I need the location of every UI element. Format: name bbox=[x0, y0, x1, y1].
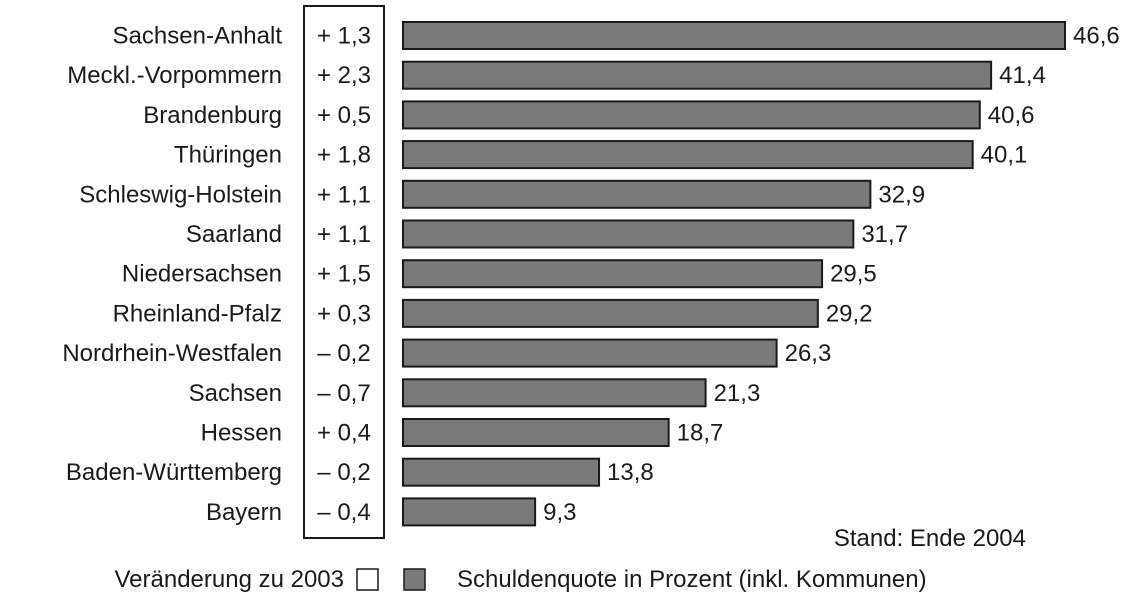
bar-baden-w-rttemberg bbox=[402, 457, 601, 487]
data-label-hessen: 18,7 bbox=[677, 420, 724, 447]
change-value-hessen: + 0,4 bbox=[317, 420, 371, 447]
data-label-sachsen-anhalt: 46,6 bbox=[1073, 23, 1120, 50]
legend-debt-label: Schuldenquote in Prozent (inkl. Kommunen… bbox=[457, 566, 927, 593]
category-label-rheinland-pfalz: Rheinland-Pfalz bbox=[113, 300, 282, 327]
category-label-sachsen-anhalt: Sachsen-Anhalt bbox=[113, 23, 283, 50]
bar-niedersachsen bbox=[402, 259, 824, 289]
data-label-bayern: 9,3 bbox=[543, 499, 576, 526]
category-label-baden-w-rttemberg: Baden-Württemberg bbox=[66, 459, 282, 486]
category-label-bayern: Bayern bbox=[206, 499, 282, 526]
change-value-bayern: – 0,4 bbox=[317, 499, 370, 526]
category-label-hessen: Hessen bbox=[201, 420, 282, 447]
legend: Veränderung zu 2003 Schuldenquote in Pro… bbox=[114, 566, 926, 593]
date-note: Stand: Ende 2004 bbox=[834, 525, 1026, 552]
bar-saarland bbox=[402, 219, 855, 249]
chart-rows: Sachsen-Anhalt + 1,3 46,6 Meckl.-Vorpommern… bbox=[62, 21, 1120, 527]
data-label-brandenburg: 40,6 bbox=[988, 102, 1035, 129]
bar-brandenburg bbox=[402, 100, 981, 130]
change-value-rheinland-pfalz: + 0,3 bbox=[317, 300, 371, 327]
data-label-saarland: 31,7 bbox=[861, 221, 908, 248]
data-label-baden-w-rttemberg: 13,8 bbox=[607, 459, 654, 486]
change-value-sachsen-anhalt: + 1,3 bbox=[317, 23, 371, 50]
bar-sachsen bbox=[402, 378, 707, 408]
category-label-th-ringen: Thüringen bbox=[174, 142, 282, 169]
bar-meckl-vorpommern bbox=[402, 60, 993, 90]
bar-hessen bbox=[402, 418, 670, 447]
data-label-schleswig-holstein: 32,9 bbox=[878, 181, 925, 208]
legend-change-swatch bbox=[356, 568, 379, 591]
bar-bayern bbox=[402, 497, 537, 527]
data-label-th-ringen: 40,1 bbox=[981, 142, 1028, 169]
change-value-sachsen: – 0,7 bbox=[317, 380, 370, 407]
category-label-brandenburg: Brandenburg bbox=[143, 102, 282, 129]
data-label-meckl-vorpommern: 41,4 bbox=[999, 62, 1046, 89]
category-label-nordrhein-westfalen: Nordrhein-Westfalen bbox=[62, 340, 282, 367]
category-label-niedersachsen: Niedersachsen bbox=[122, 261, 282, 288]
category-label-sachsen: Sachsen bbox=[189, 380, 282, 407]
bar-rheinland-pfalz bbox=[402, 298, 819, 328]
change-column-box bbox=[303, 5, 385, 539]
bar-th-ringen bbox=[402, 140, 974, 170]
data-label-rheinland-pfalz: 29,2 bbox=[826, 300, 873, 327]
bar-sachsen-anhalt bbox=[402, 21, 1066, 50]
category-label-schleswig-holstein: Schleswig-Holstein bbox=[79, 181, 282, 208]
change-value-brandenburg: + 0,5 bbox=[317, 102, 371, 129]
data-label-niedersachsen: 29,5 bbox=[830, 261, 877, 288]
bar-nordrhein-westfalen bbox=[402, 338, 778, 368]
legend-debt-swatch bbox=[403, 568, 426, 591]
change-value-nordrhein-westfalen: – 0,2 bbox=[317, 340, 370, 367]
data-label-nordrhein-westfalen: 26,3 bbox=[785, 340, 832, 367]
legend-change-label: Veränderung zu 2003 bbox=[114, 566, 344, 593]
data-label-sachsen: 21,3 bbox=[714, 380, 761, 407]
change-value-baden-w-rttemberg: – 0,2 bbox=[317, 459, 370, 486]
change-value-th-ringen: + 1,8 bbox=[317, 142, 371, 169]
category-label-meckl-vorpommern: Meckl.-Vorpommern bbox=[67, 62, 282, 89]
change-value-niedersachsen: + 1,5 bbox=[317, 261, 371, 288]
bar-schleswig-holstein bbox=[402, 179, 872, 209]
change-value-meckl-vorpommern: + 2,3 bbox=[317, 62, 371, 89]
change-value-schleswig-holstein: + 1,1 bbox=[317, 181, 371, 208]
category-label-saarland: Saarland bbox=[186, 221, 282, 248]
change-value-saarland: + 1,1 bbox=[317, 221, 371, 248]
